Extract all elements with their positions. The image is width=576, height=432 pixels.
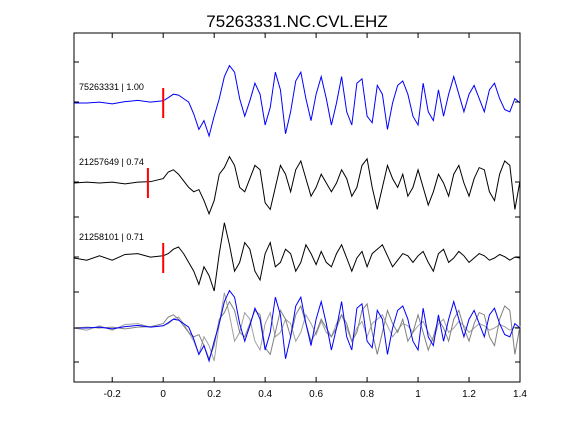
overlay-traces <box>73 289 521 363</box>
overlay-trace-1 <box>74 289 521 363</box>
pick-markers <box>146 88 165 273</box>
trace-label-1: 75263331 | 1.00 <box>79 82 144 92</box>
x-tick-label: 1.2 <box>462 389 476 400</box>
x-tick-label: 1.4 <box>513 389 527 400</box>
traces-layer <box>73 64 521 292</box>
x-tick-label: 0.8 <box>360 389 374 400</box>
trace-line-2 <box>73 155 521 216</box>
trace-label-2: 21257649 | 0.74 <box>79 157 144 167</box>
trace-line-1 <box>74 64 521 138</box>
trace-line-3 <box>73 222 521 292</box>
x-tick-label: 1 <box>415 389 421 400</box>
chart-title: 75263331.NC.CVL.EHZ <box>206 12 387 31</box>
x-tick-label: 0.6 <box>309 389 323 400</box>
x-tick-label: 0.4 <box>258 389 272 400</box>
plot-frame <box>73 32 521 383</box>
x-tick-label: 0.2 <box>207 389 221 400</box>
overlay-trace-3 <box>73 292 521 362</box>
trace-labels: 75263331 | 1.00 21257649 | 0.74 21258101 |… <box>79 82 144 242</box>
trace-label-3: 21258101 | 0.71 <box>79 232 144 242</box>
x-tick-label: -0.2 <box>104 389 122 400</box>
overlay-trace-2 <box>73 300 521 361</box>
x-tick-label: 0 <box>160 389 166 400</box>
axis-ticks: -0.2 0 0.2 0.4 0.6 0.8 1 1.2 1.4 <box>74 33 527 400</box>
